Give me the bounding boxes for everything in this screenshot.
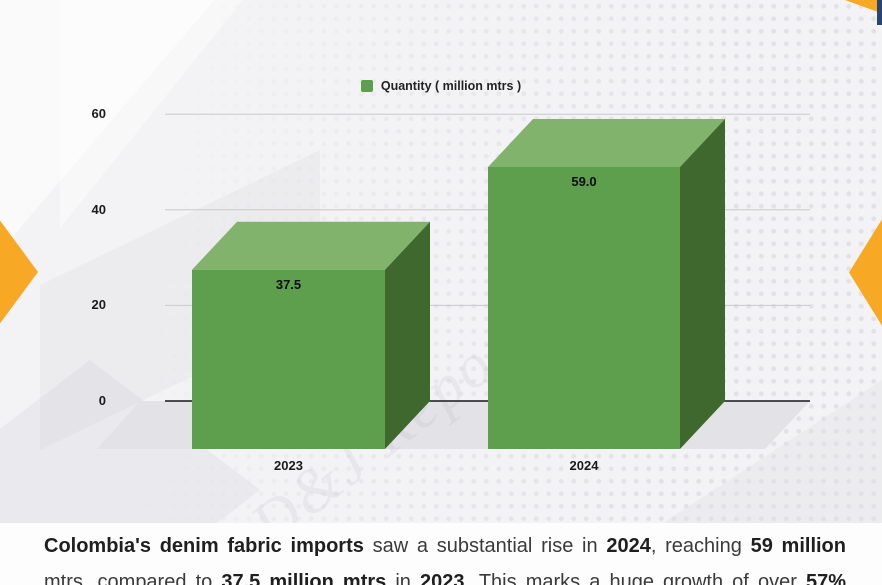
summary-text-segment: saw a substantial rise in [363,535,607,557]
legend-color-swatch [360,80,373,92]
summary-bold-text: Colombia's denim fabric imports [44,535,364,557]
summary-text-segment: , reaching [650,535,751,557]
corner-logo-yellow-triangle [845,0,878,12]
bar-top-2024[interactable] [488,118,725,167]
x-tick-2023: 2023 [274,458,303,473]
left-orange-diamond [0,207,38,337]
bar-front-2023[interactable] [192,269,385,449]
summary-text-segment: in [386,571,421,585]
bar-value-2024: 59.0 [571,173,597,189]
chart-legend[interactable]: Quantity ( million mtrs ) [0,79,882,93]
bar-value-2023: 37.5 [275,276,302,292]
bar-side-2024[interactable] [680,118,725,449]
bar-side-2023[interactable] [385,221,430,449]
summary-text-segment: . This marks a huge growth of over [464,571,806,585]
y-tick-20: 20 [91,297,106,313]
legend-label: Quantity ( million mtrs ) [380,79,522,93]
summary-text: Colombia's denim fabric imports saw a su… [44,528,846,585]
summary-bold-text: 2023 [420,571,465,585]
y-tick-0: 0 [98,393,106,408]
summary-line-1: Colombia's denim fabric imports saw a su… [44,528,846,564]
y-tick-40: 40 [91,201,106,217]
summary-line-2: mtrs, compared to 37.5 million mtrs in 2… [44,564,846,585]
summary-bold-text: 57% [805,571,846,585]
x-tick-2024: 2024 [569,458,599,473]
corner-logo-navy-bar [877,0,882,25]
bar-front-2024[interactable] [488,166,680,450]
bar-top-2023[interactable] [192,221,430,270]
summary-bold-text: 59 million [750,535,846,557]
summary-text-segment: mtrs, compared to [44,571,222,585]
summary-bold-text: 2024 [606,535,651,557]
y-tick-60: 60 [91,106,106,122]
right-orange-diamond [849,195,882,350]
footer-band [0,523,882,585]
summary-bold-text: 37.5 million mtrs [221,571,387,585]
